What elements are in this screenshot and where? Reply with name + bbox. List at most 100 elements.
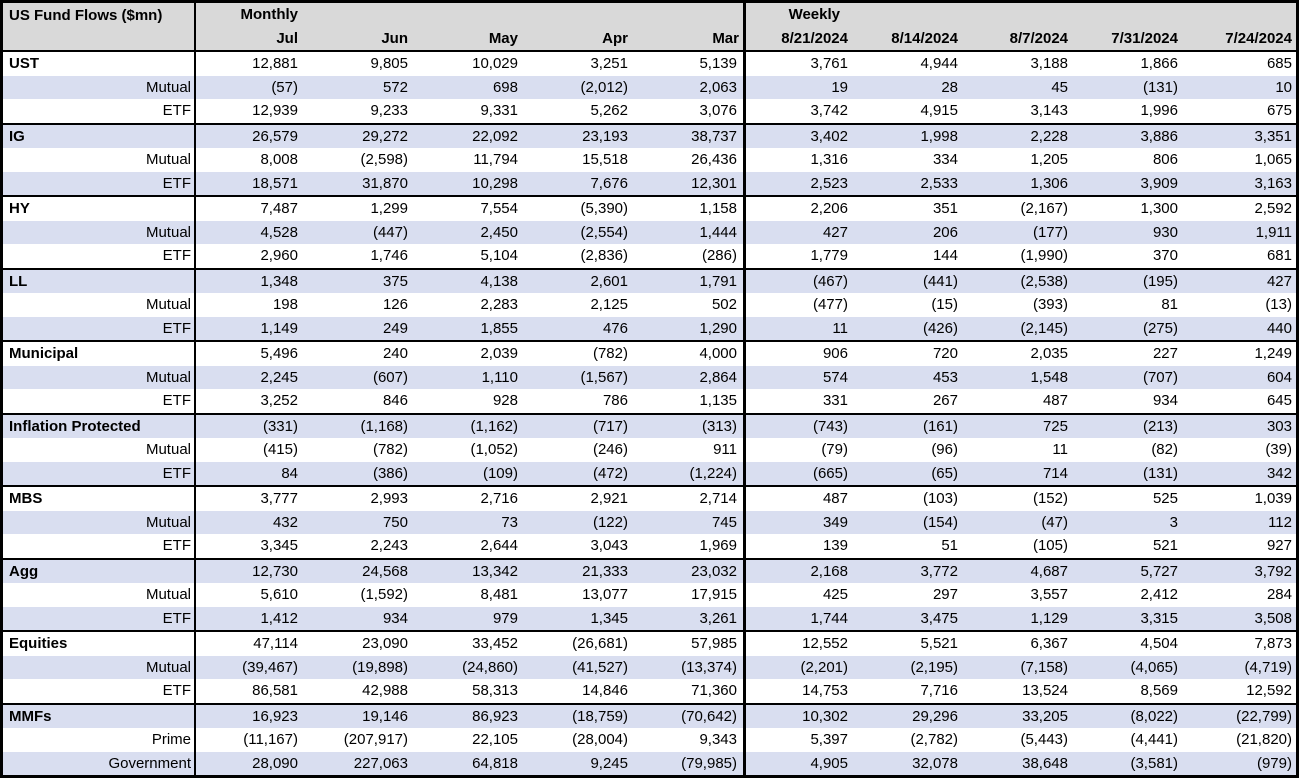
value-cell: 33,205 — [1022, 707, 1068, 725]
value-cell: (154) — [922, 513, 958, 531]
value-cell: (24,860) — [462, 658, 518, 676]
value-cell: 267 — [932, 392, 958, 410]
value-cell: 14,753 — [802, 682, 848, 700]
table-row: Mutual 432 750 73 (122) 745 349 (154) (47) 3 112 — [3, 510, 1296, 534]
table-row: MMFs 16,923 19,146 86,923 (18,759) (70,642) 10… — [3, 702, 1296, 728]
value-cell: 6,367 — [1030, 635, 1068, 653]
value-cell: 2,716 — [480, 490, 518, 508]
table-row: UST 12,881 9,805 10,029 3,251 5,139 3,761 4,944… — [3, 52, 1296, 76]
value-cell: 86,581 — [252, 682, 298, 700]
value-cell: 425 — [822, 586, 848, 604]
value-cell: (1,224) — [636, 461, 746, 485]
value-cell: 934 — [1152, 392, 1178, 410]
value-cell: 2,245 — [260, 368, 298, 386]
table-row: ETF 3,345 2,243 2,644 3,043 1,969 139 51 (105) 52… — [3, 534, 1296, 558]
value-cell: 26,579 — [252, 127, 298, 145]
value-cell: (331) — [262, 417, 298, 435]
value-cell: 32,078 — [912, 754, 958, 772]
value-cell: 2,960 — [260, 247, 298, 265]
value-cell: 351 — [932, 200, 958, 218]
value-cell: 28 — [941, 78, 958, 96]
value-cell: 9,233 — [370, 102, 408, 120]
value-cell: 1,129 — [1030, 609, 1068, 627]
value-cell: 1,299 — [370, 200, 408, 218]
row-label-subtype: ETF — [3, 534, 196, 558]
value-cell: 24,568 — [362, 562, 408, 580]
row-label-subtype: Mutual — [3, 365, 196, 389]
value-cell: 4,138 — [480, 272, 518, 290]
row-label-category: IG — [3, 124, 196, 148]
value-cell: 370 — [1152, 247, 1178, 265]
value-cell: (131) — [1142, 464, 1178, 482]
value-cell: 681 — [1266, 247, 1292, 265]
value-cell: 5,521 — [920, 635, 958, 653]
value-cell: 5,139 — [636, 52, 746, 76]
value-cell: 3,351 — [1254, 127, 1292, 145]
value-cell: 4,915 — [920, 102, 958, 120]
row-label-subtype: Mutual — [3, 293, 196, 317]
value-cell: 427 — [1266, 272, 1292, 290]
column-header-mar: Mar — [636, 26, 746, 50]
value-cell: 2,243 — [370, 537, 408, 555]
value-cell: 13,342 — [472, 562, 518, 580]
row-label-category: MBS — [3, 487, 196, 511]
value-cell: 5,496 — [260, 345, 298, 363]
section-label-weekly: Weekly — [788, 6, 840, 24]
value-cell: (5,443) — [1020, 731, 1068, 749]
value-cell: 303 — [1266, 417, 1292, 435]
value-cell: 720 — [932, 345, 958, 363]
header-section-divider — [636, 3, 746, 27]
table-row: Mutual (39,467) (19,898) (24,860) (41,527) (1… — [3, 655, 1296, 679]
value-cell: (275) — [1142, 319, 1178, 337]
value-cell: 906 — [822, 345, 848, 363]
value-cell: 284 — [1266, 586, 1292, 604]
value-cell: 572 — [382, 78, 408, 96]
value-cell: 331 — [822, 392, 848, 410]
value-cell: (22,799) — [1236, 707, 1292, 725]
value-cell: 8,008 — [260, 151, 298, 169]
value-cell: 10 — [1275, 78, 1292, 96]
value-cell: 3,792 — [1254, 562, 1292, 580]
value-cell: (1,168) — [360, 417, 408, 435]
value-cell: 3 — [1169, 513, 1178, 531]
value-cell: 4,687 — [1030, 562, 1068, 580]
value-cell: 51 — [941, 537, 958, 555]
value-cell: 2,864 — [636, 365, 746, 389]
value-cell: 240 — [382, 345, 408, 363]
value-cell: (161) — [922, 417, 958, 435]
row-label-subtype: ETF — [3, 99, 196, 123]
value-cell: 2,644 — [480, 537, 518, 555]
value-cell: 3,742 — [810, 102, 848, 120]
value-cell: 525 — [1152, 490, 1178, 508]
value-cell: 28,090 — [252, 754, 298, 772]
value-cell: 5,727 — [1140, 562, 1178, 580]
column-header-week-2: 8/14/2024 — [891, 29, 958, 47]
value-cell: 12,552 — [802, 635, 848, 653]
value-cell: (39,467) — [242, 658, 298, 676]
value-cell: 11 — [832, 319, 848, 337]
value-cell: 3,252 — [260, 392, 298, 410]
table-row: Mutual (57) 572 698 (2,012) 2,063 19 28 45 (131) 1… — [3, 75, 1296, 99]
value-cell: 14,846 — [582, 682, 628, 700]
column-header-week-5: 7/24/2024 — [1225, 29, 1292, 47]
value-cell: 13,077 — [582, 586, 628, 604]
value-cell: 675 — [1266, 102, 1292, 120]
value-cell: (2,201) — [800, 658, 848, 676]
value-cell: (4,719) — [1244, 658, 1292, 676]
value-cell: 144 — [932, 247, 958, 265]
value-cell: 71,360 — [636, 679, 746, 703]
value-cell: (441) — [922, 272, 958, 290]
value-cell: 3,163 — [1254, 174, 1292, 192]
column-header-apr: Apr — [602, 29, 628, 47]
table-row: ETF 86,581 42,988 58,313 14,846 71,360 14,753 7… — [3, 679, 1296, 703]
row-label-subtype: Mutual — [3, 510, 196, 534]
table-title: US Fund Flows ($mn) — [3, 3, 196, 50]
row-label-subtype: Mutual — [3, 148, 196, 172]
value-cell: 3,777 — [260, 490, 298, 508]
value-cell: 487 — [822, 490, 848, 508]
value-cell: 698 — [492, 78, 518, 96]
value-cell: 1,866 — [1140, 55, 1178, 73]
row-label-category: UST — [3, 52, 196, 76]
value-cell: 11,794 — [473, 151, 518, 169]
value-cell: (13,374) — [636, 655, 746, 679]
